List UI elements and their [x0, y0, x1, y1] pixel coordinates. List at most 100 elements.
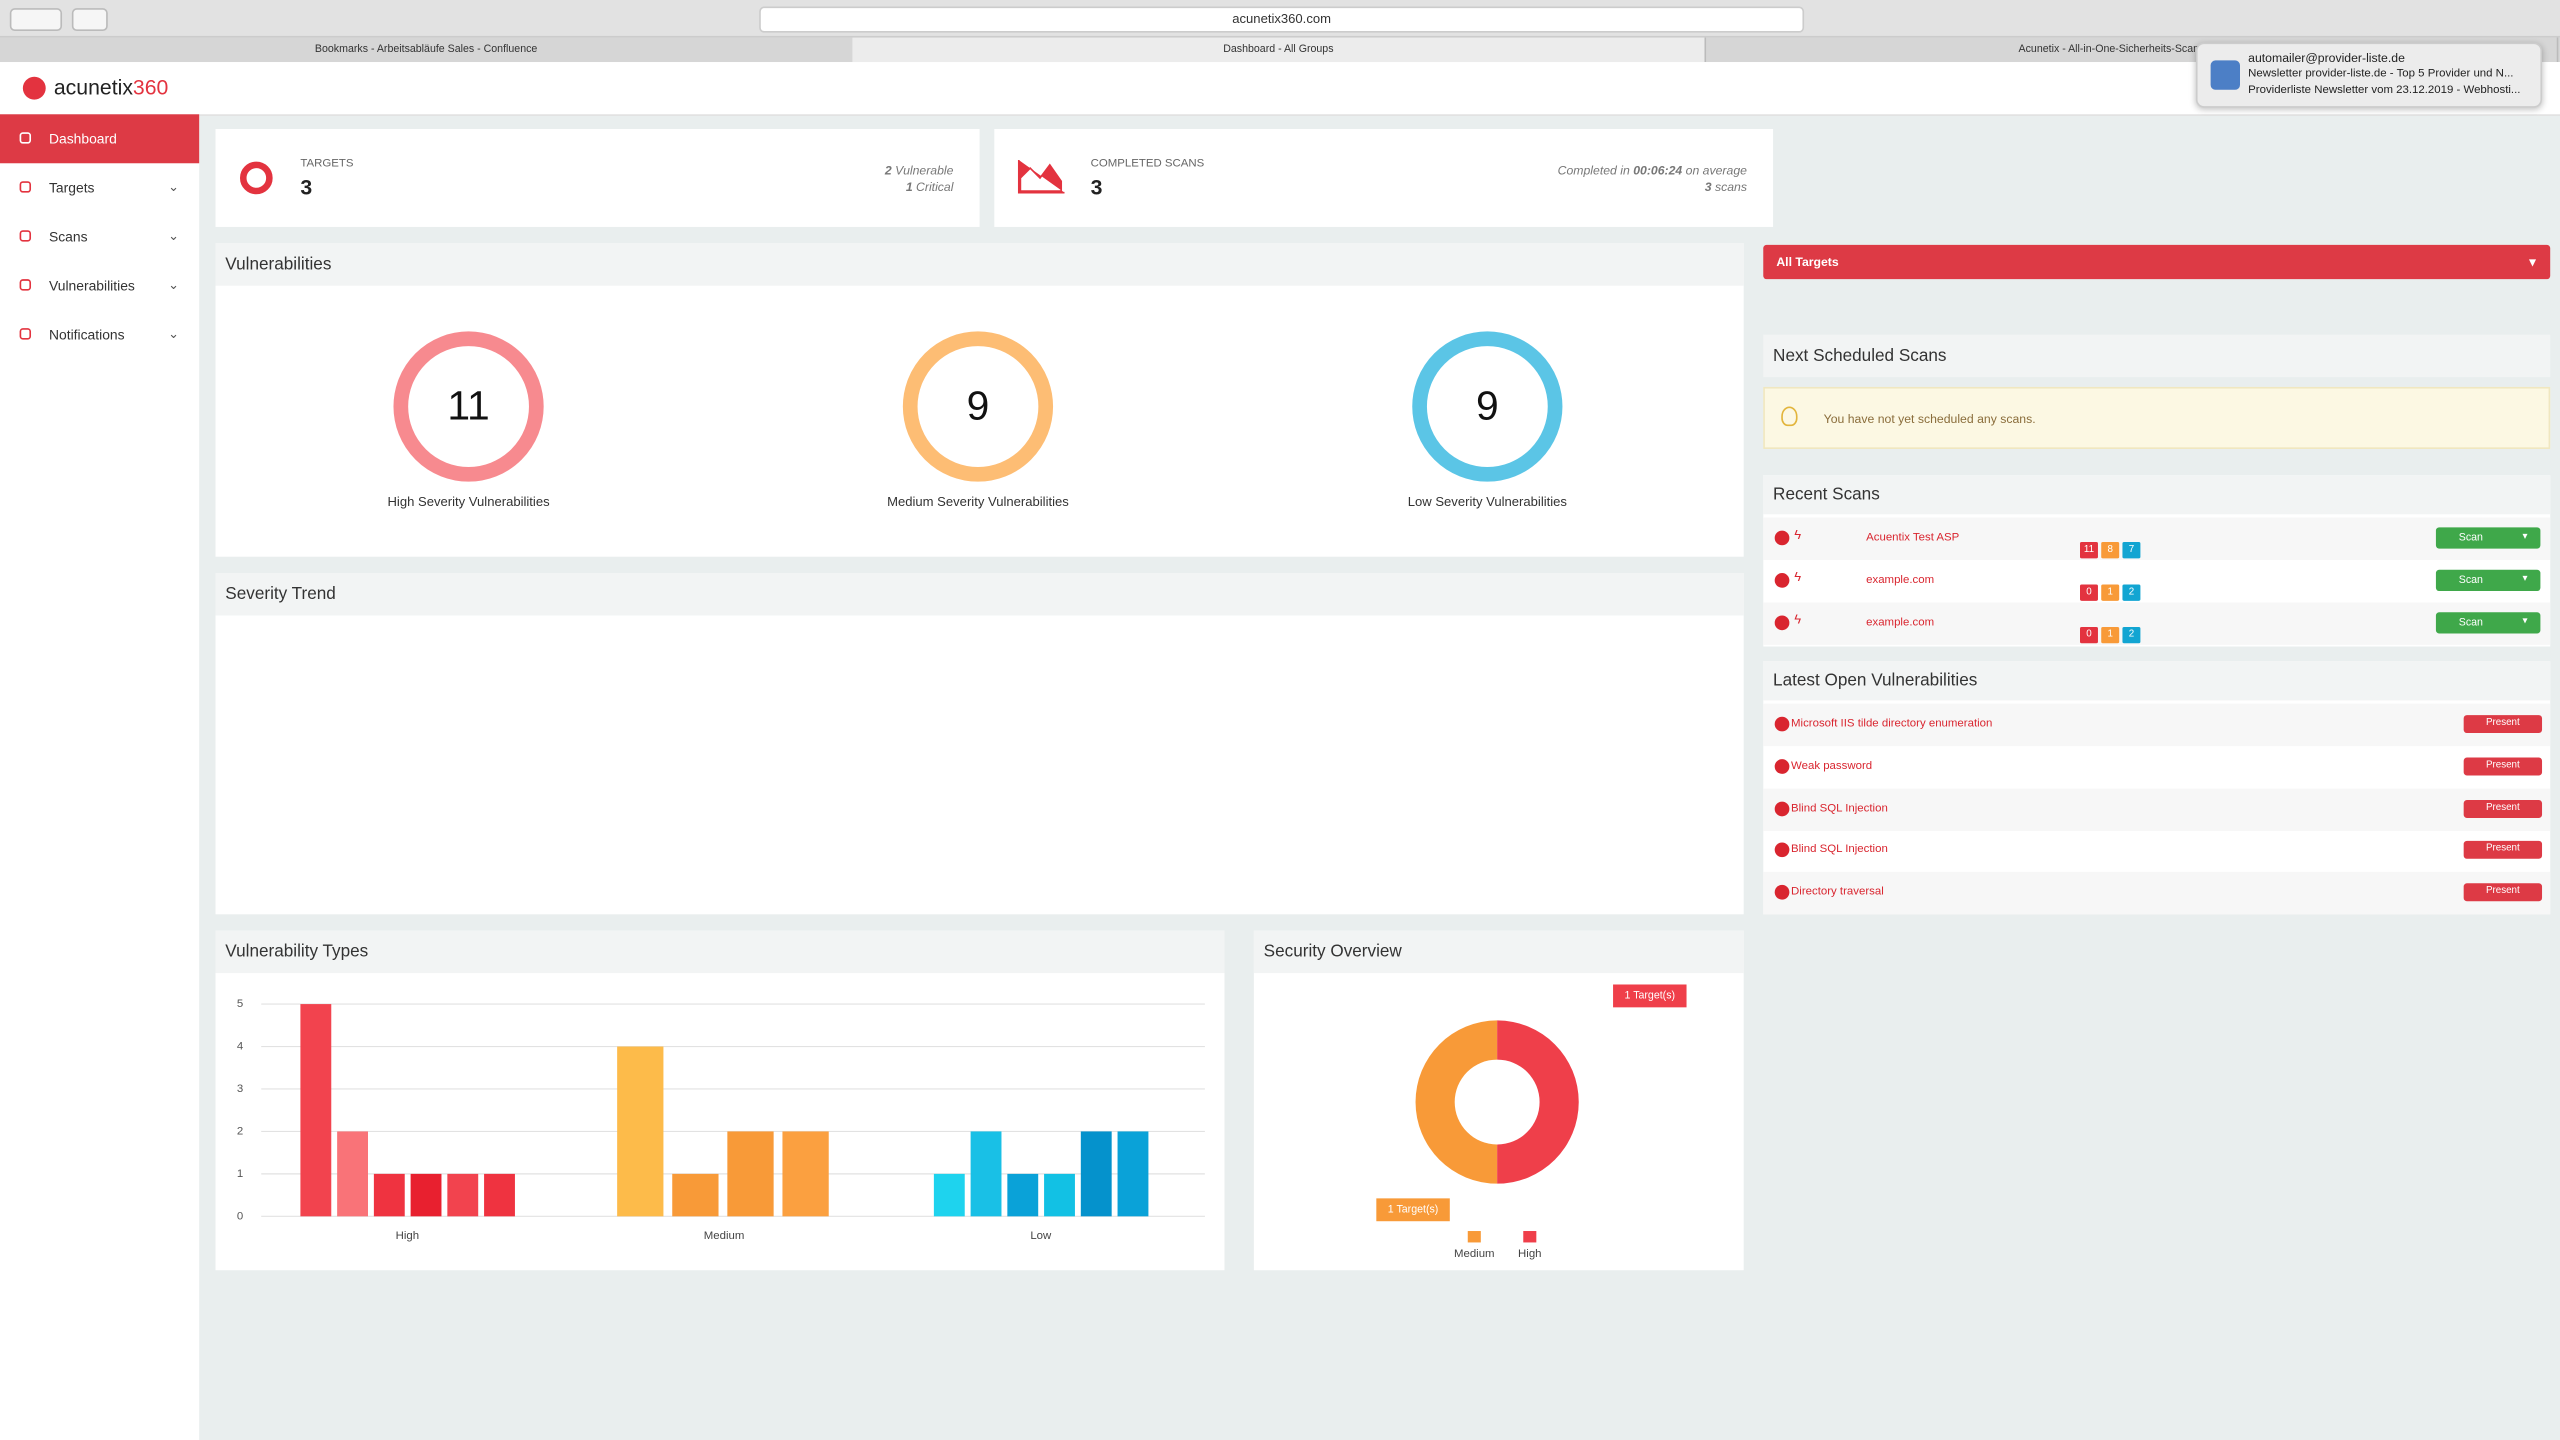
nav-item[interactable]: Dashboard — [0, 114, 200, 164]
status-badge: Present — [2463, 883, 2543, 902]
tab[interactable]: Dashboard - All Groups — [852, 37, 1707, 63]
panel-title: Next Scheduled Scans — [1763, 334, 2551, 378]
vuln-row: Directory traversal Present — [1763, 872, 2551, 915]
donut-slice — [1415, 1020, 1498, 1184]
vulnerabilities-panel: Vulnerabilities 11 High Severity Vulnerab… — [215, 243, 1744, 557]
bar — [672, 1173, 719, 1217]
vuln-name[interactable]: Directory traversal — [1791, 886, 1884, 899]
status-label: Present — [2485, 718, 2520, 729]
card-detail: 2 Vulnerable 1 Critical — [885, 163, 954, 196]
bar — [484, 1173, 515, 1217]
vuln-name[interactable]: Blind SQL Injection — [1791, 802, 1888, 815]
url-bar[interactable]: acunetix360.com — [759, 6, 1805, 33]
error-icon — [1774, 716, 1790, 732]
count: 3 — [1704, 179, 1712, 195]
card-value: 3 — [1090, 174, 1103, 200]
status-badge: Present — [2463, 715, 2543, 734]
vuln-name[interactable]: Weak password — [1791, 760, 1873, 772]
bar — [1080, 1131, 1112, 1217]
subject: Newsletter provider-liste.de - Top 5 Pro… — [2248, 68, 2514, 80]
info-box: You have not yet scheduled any scans. — [1763, 386, 2551, 449]
severity-count: 9 — [1475, 383, 1499, 430]
y-tick-label: 1 — [237, 1168, 243, 1180]
tab[interactable]: Bookmarks - Arbeitsabläufe Sales - Confl… — [0, 37, 854, 63]
logo-text: acunetix — [53, 75, 133, 100]
chevron: ⌄ — [168, 277, 180, 293]
scan-button[interactable]: Scan ▾ — [2435, 612, 2541, 634]
preview: Providerliste Newsletter vom 23.12.2019 … — [2248, 84, 2521, 97]
badge: 0 — [2080, 626, 2098, 644]
y-tick-label: 5 — [237, 998, 243, 1010]
severity-badges: 11 8 7 — [2080, 531, 2144, 559]
severity-label: Low Severity Vulnerabilities — [1407, 494, 1567, 510]
target-filter[interactable]: All Targets ▾ — [1763, 244, 2551, 280]
vuln-name[interactable]: Blind SQL Injection — [1791, 844, 1888, 857]
caret: ▾ — [2522, 532, 2528, 543]
caret: ▾ — [2522, 617, 2528, 627]
sender: automailer@provider-liste.de — [2248, 50, 2405, 66]
browser-toolbar: acunetix360.com — [0, 0, 2560, 38]
text: scans — [1714, 179, 1747, 195]
tab[interactable]: Acunetix - All-in-One-Sicherheits-Scanne… — [1704, 37, 2559, 63]
nav-item[interactable]: Scans ⌄ — [0, 212, 199, 261]
y-tick-label: 4 — [237, 1041, 244, 1053]
vuln-name[interactable]: Microsoft IIS tilde directory enumeratio… — [1791, 718, 1993, 730]
bolt-icon: ϟ — [1794, 527, 1802, 543]
nav-label: Notifications — [48, 326, 125, 343]
panel-title: Vulnerabilities — [215, 243, 1744, 286]
scan-row: ϟ example.com 0 1 2 Scan ▾ — [1763, 560, 2550, 602]
nav-item[interactable]: Notifications ⌄ — [0, 310, 199, 359]
x-tick-label: Low — [1030, 1230, 1052, 1242]
target-icon — [239, 161, 273, 195]
data-label: 1 Target(s) — [1625, 990, 1676, 1002]
scan-target[interactable]: example.com — [1866, 617, 1935, 629]
card-value: 3 — [300, 174, 313, 200]
nav-icon — [19, 181, 32, 193]
severity-count: 11 — [447, 383, 490, 430]
recent-scans-panel: Recent Scans ϟ Acuentix Test ASP 11 8 7 Scan ▾… — [1763, 475, 2551, 647]
nav-label: Dashboard — [48, 130, 117, 147]
panel-title: Severity Trend — [215, 573, 1744, 616]
legend-label: Medium — [1454, 1248, 1495, 1260]
bar — [337, 1131, 368, 1217]
scan-button[interactable]: Scan ▾ — [2435, 527, 2541, 549]
nav-item[interactable]: Targets ⌄ — [0, 163, 199, 212]
severity-count: 9 — [966, 383, 990, 430]
scan-button[interactable]: Scan ▾ — [2435, 569, 2541, 592]
scan-target[interactable]: example.com — [1866, 574, 1935, 587]
scans-card: COMPLETED SCANS 3 Completed in 00:06:24 … — [994, 128, 1774, 227]
status-label: Present — [2485, 760, 2520, 771]
notification[interactable]: automailer@provider-liste.de Newsletter … — [2195, 42, 2543, 108]
badge: 7 — [2122, 542, 2141, 559]
error-icon — [1774, 800, 1790, 816]
info-text: You have not yet scheduled any scans. — [1823, 411, 2036, 427]
latest-vulns-panel: Latest Open Vulnerabilities Microsoft II… — [1763, 661, 2551, 915]
y-tick-label: 0 — [237, 1210, 243, 1222]
logo: acunetix360 — [54, 75, 168, 99]
bolt-icon: ϟ — [1794, 612, 1802, 627]
scan-target[interactable]: Acuentix Test ASP — [1866, 532, 1960, 544]
button-label: Scan — [2458, 532, 2483, 544]
security-overview-panel: Security Overview 1 Target(s) Medium 1 Tar… — [1253, 930, 1744, 1271]
nav-buttons[interactable] — [9, 8, 63, 32]
bar — [1044, 1173, 1075, 1217]
bar — [1007, 1173, 1039, 1217]
bar — [933, 1173, 965, 1217]
nav-item[interactable]: Vulnerabilities ⌄ — [0, 261, 199, 310]
targets-card: TARGETS 3 2 Vulnerable 1 Critical — [215, 128, 980, 227]
vuln-row: Weak password Present — [1763, 746, 2550, 788]
card-label: TARGETS — [300, 158, 354, 170]
severity-trend-panel: Severity Trend — [215, 573, 1744, 915]
error-icon — [1774, 573, 1790, 588]
duration: 00:06:24 — [1633, 163, 1683, 178]
scan-row: ϟ Acuentix Test ASP 11 8 7 Scan ▾ — [1763, 517, 2551, 560]
sidebar-toggle[interactable] — [71, 8, 108, 32]
text: on average — [1685, 163, 1747, 178]
nav-label: Targets — [48, 179, 95, 196]
chevron: ⌄ — [168, 228, 180, 244]
status-badge: Present — [2463, 757, 2543, 776]
bar — [373, 1173, 405, 1217]
